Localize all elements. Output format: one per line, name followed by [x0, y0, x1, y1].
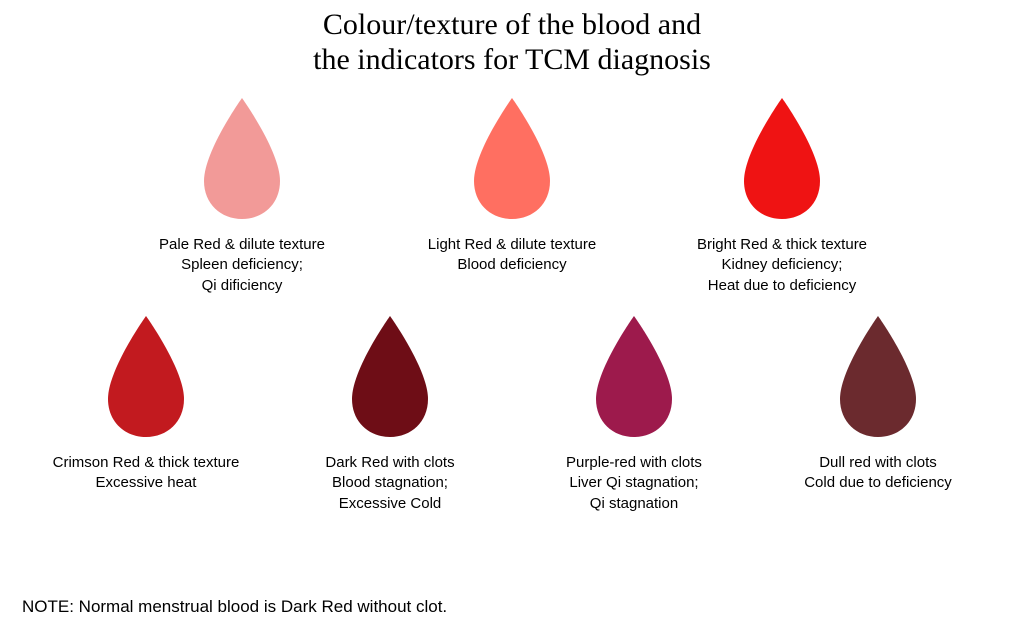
label-line: Liver Qi stagnation;: [566, 473, 702, 493]
drop-path: [204, 98, 280, 219]
drop-cell-light-red: Light Red & dilute texture Blood deficie…: [377, 91, 647, 305]
label-line: Light Red & dilute texture: [428, 235, 596, 255]
label-line: Qi dificiency: [159, 276, 325, 296]
label-line: Qi stagnation: [566, 494, 702, 514]
drop-icon: [828, 314, 928, 439]
drop-icon: [732, 96, 832, 221]
drop-cell-crimson-red: Crimson Red & thick texture Excessive he…: [24, 309, 268, 523]
drop-icon: [584, 314, 684, 439]
drop-labels: Dark Red with clots Blood stagnation; Ex…: [325, 453, 454, 523]
label-line: Pale Red & dilute texture: [159, 235, 325, 255]
row-top: Pale Red & dilute texture Spleen deficie…: [24, 91, 1000, 305]
label-line: Bright Red & thick texture: [697, 235, 867, 255]
label-line: Heat due to deficiency: [697, 276, 867, 296]
drop-path: [744, 98, 820, 219]
drop-cell-dull-red: Dull red with clots Cold due to deficien…: [756, 309, 1000, 523]
drop-icon: [462, 96, 562, 221]
drop-path: [108, 316, 184, 437]
drop-labels: Purple-red with clots Liver Qi stagnatio…: [566, 453, 702, 523]
drop-path: [596, 316, 672, 437]
drop-path: [840, 316, 916, 437]
drop-labels: Bright Red & thick texture Kidney defici…: [697, 235, 867, 305]
drop-path: [352, 316, 428, 437]
label-line: Excessive heat: [53, 473, 240, 493]
label-line: Spleen deficiency;: [159, 255, 325, 275]
drop-wrap: [732, 91, 832, 221]
drop-labels: Light Red & dilute texture Blood deficie…: [428, 235, 596, 305]
label-line: Cold due to deficiency: [804, 473, 952, 493]
drop-wrap: [192, 91, 292, 221]
drop-wrap: [96, 309, 196, 439]
drop-wrap: [340, 309, 440, 439]
drop-wrap: [828, 309, 928, 439]
title-line-2: the indicators for TCM diagnosis: [313, 43, 711, 76]
drop-labels: Dull red with clots Cold due to deficien…: [804, 453, 952, 523]
drop-labels: Crimson Red & thick texture Excessive he…: [53, 453, 240, 523]
page-title: Colour/texture of the blood and the indi…: [24, 8, 1000, 77]
drop-icon: [192, 96, 292, 221]
label-line: Blood stagnation;: [325, 473, 454, 493]
drop-labels: Pale Red & dilute texture Spleen deficie…: [159, 235, 325, 305]
drop-wrap: [462, 91, 562, 221]
drop-cell-bright-red: Bright Red & thick texture Kidney defici…: [647, 91, 917, 305]
label-line: Dull red with clots: [804, 453, 952, 473]
infographic-page: Colour/texture of the blood and the indi…: [0, 0, 1024, 631]
label-line: Excessive Cold: [325, 494, 454, 514]
label-line: Dark Red with clots: [325, 453, 454, 473]
label-line: Crimson Red & thick texture: [53, 453, 240, 473]
drop-icon: [96, 314, 196, 439]
drop-cell-pale-red: Pale Red & dilute texture Spleen deficie…: [107, 91, 377, 305]
title-line-1: Colour/texture of the blood and: [323, 8, 701, 41]
label-line: Blood deficiency: [428, 255, 596, 275]
drop-cell-purple-red: Purple-red with clots Liver Qi stagnatio…: [512, 309, 756, 523]
drop-path: [474, 98, 550, 219]
drop-wrap: [584, 309, 684, 439]
drop-cell-dark-red: Dark Red with clots Blood stagnation; Ex…: [268, 309, 512, 523]
label-line: Purple-red with clots: [566, 453, 702, 473]
label-line: Kidney deficiency;: [697, 255, 867, 275]
drop-icon: [340, 314, 440, 439]
footnote: NOTE: Normal menstrual blood is Dark Red…: [22, 597, 447, 617]
row-bottom: Crimson Red & thick texture Excessive he…: [24, 309, 1000, 523]
